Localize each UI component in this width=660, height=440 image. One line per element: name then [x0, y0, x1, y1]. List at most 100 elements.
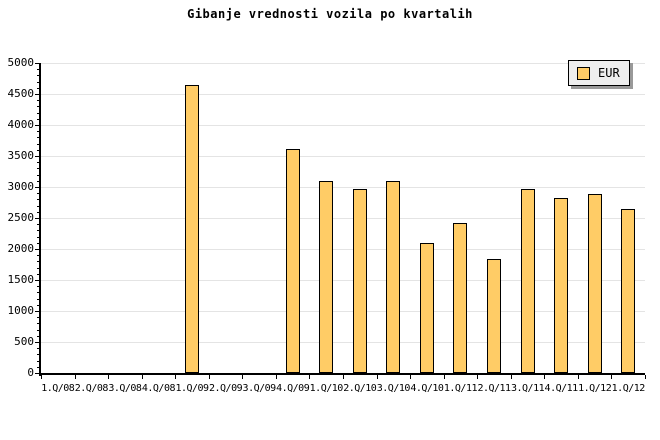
y-axis-minor-tick: [37, 199, 40, 201]
y-axis-label: 1000: [7, 304, 35, 317]
chart-title: Gibanje vrednosti vozila po kvartalih: [187, 7, 473, 21]
y-axis-minor-tick: [37, 168, 40, 170]
y-axis-minor-tick: [37, 118, 40, 120]
y-axis-minor-tick: [37, 261, 40, 263]
y-axis-minor-tick: [37, 180, 40, 182]
y-axis-minor-tick: [37, 360, 40, 362]
x-axis-tick: [108, 375, 109, 379]
x-axis-label: 3.Q/09: [242, 383, 277, 394]
x-axis-tick: [41, 375, 42, 379]
y-axis-minor-tick: [37, 304, 40, 306]
y-axis-minor-tick: [37, 69, 40, 71]
y-axis-major-tick: [35, 125, 40, 126]
x-axis-tick: [410, 375, 411, 379]
x-axis-tick: [142, 375, 143, 379]
y-axis-minor-tick: [37, 75, 40, 77]
gridline: [41, 342, 645, 343]
x-axis-label: 3.Q/11: [510, 383, 545, 394]
gridline: [41, 187, 645, 188]
y-axis-minor-tick: [37, 317, 40, 319]
y-axis-minor-tick: [37, 242, 40, 244]
y-axis-major-tick: [35, 342, 40, 343]
chart-bar: [588, 194, 602, 373]
y-axis-minor-tick: [37, 162, 40, 164]
y-axis-minor-tick: [37, 205, 40, 207]
x-axis-tick: [544, 375, 545, 379]
x-axis-label: 1.Q/09: [175, 383, 209, 394]
y-axis-minor-tick: [37, 292, 40, 294]
y-axis-minor-tick: [37, 211, 40, 213]
x-axis-tick: [175, 375, 176, 379]
chart-bar: [554, 198, 568, 373]
x-axis-tick: [444, 375, 445, 379]
y-axis-line: [39, 63, 41, 376]
chart-bar: [521, 189, 535, 373]
x-axis-tick: [309, 375, 310, 379]
y-axis-minor-tick: [37, 143, 40, 145]
y-axis-major-tick: [35, 280, 40, 281]
y-axis-minor-tick: [37, 335, 40, 337]
x-axis-label: 2.Q/10: [343, 383, 377, 394]
x-axis-label: 4.Q/11: [544, 383, 579, 394]
x-axis-label: 4.Q/09: [276, 383, 310, 394]
x-axis-label: 4.Q/08: [141, 383, 176, 394]
y-axis-minor-tick: [37, 112, 40, 114]
y-axis-label: 2500: [7, 211, 35, 224]
y-axis-major-tick: [35, 373, 40, 374]
x-axis-label: 2.Q/08: [74, 383, 109, 394]
x-axis-tick: [276, 375, 277, 379]
x-axis-tick: [645, 375, 646, 379]
y-axis-minor-tick: [37, 149, 40, 151]
gridline: [41, 280, 645, 281]
chart-bar: [386, 181, 400, 373]
x-axis-tick: [611, 375, 612, 379]
y-axis-minor-tick: [37, 100, 40, 102]
x-axis-label: 4.Q/10: [410, 383, 444, 394]
legend-label: EUR: [598, 66, 620, 80]
gridline: [41, 218, 645, 219]
x-axis-label: 1.Q/11: [443, 383, 478, 394]
gridline: [41, 63, 645, 64]
y-axis-minor-tick: [37, 137, 40, 139]
y-axis-major-tick: [35, 311, 40, 312]
y-axis-minor-tick: [37, 224, 40, 226]
y-axis-minor-tick: [37, 286, 40, 288]
y-axis-minor-tick: [37, 230, 40, 232]
y-axis-minor-tick: [37, 273, 40, 275]
y-axis-minor-tick: [37, 174, 40, 176]
y-axis-minor-tick: [37, 323, 40, 325]
chart-bar: [353, 189, 367, 373]
y-axis-major-tick: [35, 218, 40, 219]
y-axis-minor-tick: [37, 193, 40, 195]
chart-bar: [621, 209, 635, 373]
x-axis-line: [39, 373, 645, 375]
x-axis-tick: [477, 375, 478, 379]
chart-bar: [319, 181, 333, 373]
legend: EUR: [568, 60, 630, 86]
legend-swatch-eur: [577, 66, 590, 80]
y-axis-minor-tick: [37, 298, 40, 300]
y-axis-major-tick: [35, 156, 40, 157]
y-axis-label: 0: [27, 366, 34, 379]
y-axis-minor-tick: [37, 255, 40, 257]
y-axis-label: 4000: [7, 118, 35, 131]
x-axis-label: 1.Q/12: [578, 383, 612, 394]
x-axis-tick: [242, 375, 243, 379]
gridline: [41, 125, 645, 126]
x-axis-label: 3.Q/10: [376, 383, 411, 394]
x-axis-label: 1.Q/08: [41, 383, 75, 394]
x-axis-label: 2.Q/09: [208, 383, 243, 394]
gridline: [41, 94, 645, 95]
chart-bar: [487, 259, 501, 373]
gridline: [41, 311, 645, 312]
gridline: [41, 249, 645, 250]
y-axis-minor-tick: [37, 106, 40, 108]
y-axis-minor-tick: [37, 81, 40, 83]
chart-bar: [453, 223, 467, 373]
y-axis-label: 5000: [7, 56, 35, 69]
y-axis-label: 4500: [7, 87, 35, 100]
gridline: [41, 156, 645, 157]
y-axis-major-tick: [35, 94, 40, 95]
chart-bar: [185, 85, 199, 373]
